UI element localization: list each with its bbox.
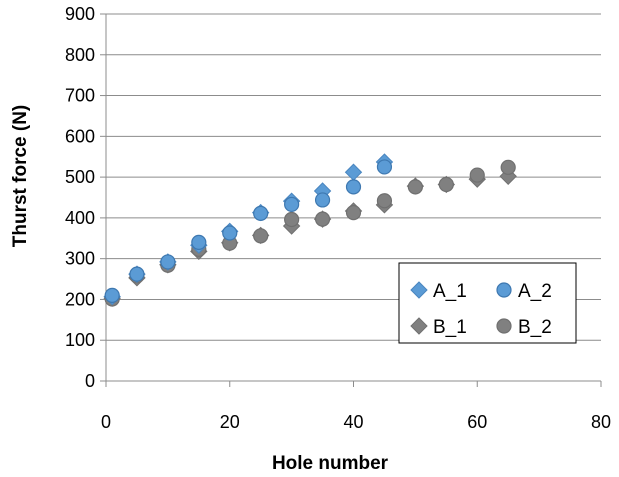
data-point bbox=[284, 211, 300, 228]
data-series bbox=[103, 153, 517, 307]
data-point bbox=[104, 287, 120, 303]
data-point bbox=[407, 179, 423, 195]
legend-label: B_2 bbox=[518, 317, 552, 338]
y-tick-label: 900 bbox=[65, 4, 95, 24]
data-point bbox=[376, 159, 393, 175]
y-axis-title: Thurst force (N) bbox=[10, 105, 31, 248]
y-tick-label: 0 bbox=[85, 371, 95, 391]
data-point bbox=[222, 225, 238, 241]
legend-item: B_1 bbox=[410, 317, 467, 338]
legend-label: A_2 bbox=[518, 281, 552, 302]
series-a-1 bbox=[103, 153, 394, 306]
legend-box bbox=[398, 262, 577, 344]
y-tick-label: 700 bbox=[65, 86, 95, 106]
data-point bbox=[253, 228, 269, 244]
y-tick-label: 500 bbox=[65, 167, 95, 187]
data-point bbox=[253, 205, 269, 222]
data-point bbox=[314, 211, 331, 227]
y-tick-label: 200 bbox=[65, 289, 95, 309]
y-tick-label: 300 bbox=[65, 249, 95, 269]
x-tick-label: 20 bbox=[220, 412, 240, 432]
data-point bbox=[191, 234, 207, 250]
legend-marker bbox=[496, 318, 512, 334]
data-point bbox=[129, 266, 145, 282]
legend: A_1 A_2 B_1 B_2 bbox=[398, 262, 577, 344]
data-point bbox=[160, 254, 176, 270]
series-a-2 bbox=[104, 159, 393, 303]
data-point bbox=[314, 192, 331, 208]
legend-label: A_1 bbox=[433, 281, 467, 302]
y-tick-label: 800 bbox=[65, 45, 95, 65]
legend-item: A_1 bbox=[410, 281, 467, 302]
x-tick-label: 80 bbox=[591, 412, 611, 432]
legend-marker bbox=[410, 281, 428, 299]
y-tick-label: 600 bbox=[65, 126, 95, 146]
legend-marker bbox=[496, 282, 512, 298]
data-point bbox=[345, 204, 362, 221]
axes bbox=[100, 13, 602, 387]
x-axis-title: Hole number bbox=[272, 453, 389, 474]
y-tick-label: 400 bbox=[65, 208, 95, 228]
data-point bbox=[469, 167, 485, 183]
tick-labels: 0 100 200 300 400 500 600 700 800 900 0 20 40 60 80 bbox=[65, 4, 611, 432]
x-tick-label: 60 bbox=[467, 412, 487, 432]
x-tick-label: 40 bbox=[343, 412, 363, 432]
data-point bbox=[376, 193, 393, 209]
legend-item: B_2 bbox=[496, 317, 552, 338]
legend-marker bbox=[410, 317, 428, 335]
data-point bbox=[500, 159, 516, 175]
legend-item: A_2 bbox=[496, 281, 552, 302]
data-point bbox=[345, 179, 362, 195]
legend-label: B_1 bbox=[433, 317, 467, 338]
data-point bbox=[438, 176, 454, 193]
data-point bbox=[344, 163, 363, 181]
y-tick-label: 100 bbox=[65, 330, 95, 350]
x-tick-label: 0 bbox=[101, 412, 111, 432]
data-point bbox=[284, 196, 300, 213]
